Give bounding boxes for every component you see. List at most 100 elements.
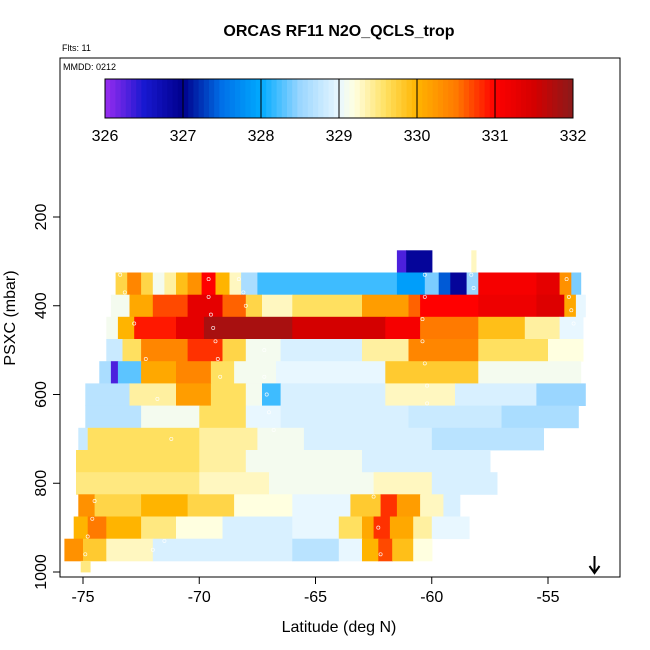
colorbar-swatch	[406, 79, 413, 118]
colorbar	[104, 78, 574, 119]
colorbar-swatch	[526, 79, 532, 118]
heatmap-cell	[99, 361, 112, 384]
heatmap-cell	[362, 450, 491, 473]
heatmap-cell	[280, 339, 363, 362]
colorbar-swatch	[167, 79, 174, 118]
x-tick-label: -55	[536, 589, 559, 606]
heatmap-cell	[280, 405, 410, 429]
heatmap-cell	[478, 339, 549, 362]
heatmap-cell	[450, 272, 468, 296]
colorbar-swatch	[391, 79, 397, 118]
heatmap-cell	[106, 538, 154, 562]
colorbar-swatch	[474, 79, 480, 118]
colorbar-swatch	[141, 79, 148, 118]
sample-point	[262, 348, 267, 353]
heatmap-cell	[431, 516, 470, 540]
colorbar-swatch	[427, 79, 434, 118]
sample-point	[262, 374, 267, 379]
heatmap-cell	[408, 405, 503, 429]
colorbar-swatch	[172, 79, 179, 118]
heatmap-cell	[176, 361, 212, 384]
colorbar-swatch	[375, 79, 382, 118]
colorbar-swatch	[333, 79, 340, 118]
colorbar-swatch	[453, 79, 460, 118]
heatmap-cell	[215, 272, 230, 296]
colorbar-swatch	[531, 79, 538, 118]
heatmap-cell	[210, 361, 235, 384]
sample-point	[90, 516, 95, 521]
heatmap-cell	[378, 538, 393, 562]
colorbar-tick-label: 326	[92, 128, 119, 145]
heatmap-cell	[222, 294, 247, 318]
heatmap-cell	[362, 294, 410, 318]
colorbar-swatch	[541, 79, 548, 118]
colorbar-tick-label: 329	[326, 128, 353, 145]
colorbar-swatch	[567, 79, 574, 118]
heatmap-cell	[431, 472, 498, 495]
heatmap-cell	[234, 361, 277, 384]
heatmap-cell	[127, 272, 142, 296]
colorbar-swatch	[240, 79, 246, 118]
colorbar-tick-label: 328	[248, 128, 275, 145]
sample-point	[206, 277, 211, 282]
y-tick-label: 200	[33, 204, 50, 231]
colorbar-swatch	[177, 79, 184, 118]
colorbar-swatch	[203, 79, 210, 118]
sample-point	[267, 410, 271, 415]
colorbar-swatch	[183, 79, 189, 118]
sample-point	[420, 339, 425, 344]
heatmap-cell	[117, 361, 142, 384]
sample-point	[218, 374, 223, 379]
heatmap-cell	[187, 272, 203, 296]
colorbar-swatch	[422, 79, 428, 118]
sample-point	[569, 308, 574, 313]
colorbar-swatch	[510, 79, 517, 118]
heatmap-cell	[408, 339, 479, 362]
colorbar-swatch	[131, 79, 137, 118]
heatmap-cell	[478, 316, 526, 340]
sample-point	[422, 294, 427, 299]
heatmap-cell	[234, 494, 293, 517]
sample-point	[132, 321, 137, 326]
heatmap-cell	[389, 516, 414, 540]
heatmap-cell	[431, 427, 544, 451]
colorbar-swatch	[521, 79, 527, 118]
colorbar-swatch	[562, 79, 569, 118]
colorbar-tick-label: 332	[560, 128, 587, 145]
heatmap-cell	[420, 316, 479, 340]
colorbar-swatch	[370, 79, 376, 118]
heatmap-cell	[245, 383, 263, 406]
colorbar-swatch	[255, 79, 262, 118]
heatmap-cell	[176, 516, 224, 540]
sample-point	[92, 499, 97, 503]
colorbar-swatch	[458, 79, 465, 118]
heatmap-cell	[564, 294, 577, 318]
sample-point	[564, 277, 569, 282]
colorbar-swatch	[157, 79, 163, 118]
heatmap-cell	[187, 294, 224, 318]
colorbar-swatch	[328, 79, 335, 118]
x-tick-label: -60	[420, 589, 443, 606]
heatmap-cell	[199, 427, 258, 451]
colorbar-swatch	[302, 79, 309, 118]
heatmap-cell	[571, 272, 582, 296]
colorbar-swatch	[401, 79, 408, 118]
sample-point	[469, 272, 474, 277]
heatmap-cell	[229, 272, 242, 296]
sample-point	[420, 317, 425, 322]
colorbar-swatch	[495, 79, 501, 118]
colorbar-swatch	[214, 79, 220, 118]
heatmap-cell	[245, 450, 363, 473]
colorbar-swatch	[261, 79, 267, 118]
heatmap-cell	[548, 339, 584, 362]
colorbar-swatch	[162, 79, 168, 118]
date-label: MMDD: 0212	[63, 62, 116, 72]
colorbar-swatch	[125, 79, 132, 118]
heatmap-cell	[176, 383, 212, 406]
colorbar-swatch	[417, 79, 423, 118]
colorbar-swatch	[287, 79, 293, 118]
heatmap-cell	[152, 294, 189, 318]
sample-point	[425, 383, 430, 388]
heatmap-cell	[245, 339, 282, 362]
sample-point	[471, 286, 476, 290]
